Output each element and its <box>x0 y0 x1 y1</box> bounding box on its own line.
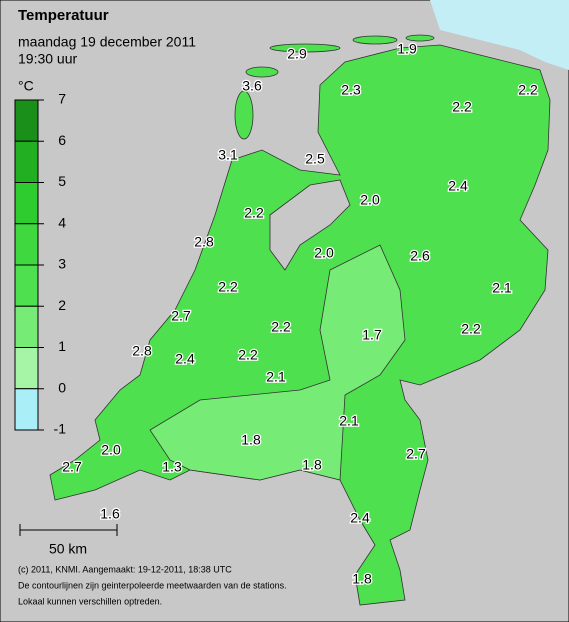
station-value: 2.4 <box>175 351 195 367</box>
legend-tick-label: -1 <box>54 421 67 437</box>
station-value: 2.7 <box>62 459 82 475</box>
island <box>245 66 279 78</box>
island <box>405 34 435 42</box>
station-value: 2.2 <box>244 205 264 221</box>
legend-tick-label: 4 <box>58 214 66 230</box>
station-value: 1.6 <box>100 506 120 522</box>
stations: 2.9 1.9 3.6 2.3 2.2 2.2 3.1 2.5 2.4 2.0 2.2 2.8 2.0 2… <box>61 39 539 588</box>
station-value: 2.7 <box>171 308 191 324</box>
station-value: 2.1 <box>492 280 512 296</box>
station-value: 2.6 <box>410 248 430 264</box>
legend: 7 6 5 4 3 2 1 0 -1 <box>14 91 67 437</box>
station-value: 2.2 <box>271 319 291 335</box>
station-value: 2.3 <box>341 82 361 98</box>
legend-band <box>14 264 39 307</box>
island <box>269 43 341 53</box>
legend-tick-label: 3 <box>58 256 66 272</box>
footer-line: De contourlijnen zijn geinterpoleerde me… <box>18 580 287 590</box>
station-value: 2.2 <box>218 279 238 295</box>
legend-band <box>14 305 39 348</box>
station-value: 2.2 <box>461 321 481 337</box>
station-value: 2.4 <box>448 178 468 194</box>
legend-tick-label: 1 <box>58 338 66 354</box>
station-value: 2.2 <box>238 347 258 363</box>
footer-line: Lokaal kunnen verschillen optreden. <box>18 596 162 606</box>
station-value: 2.0 <box>101 442 121 458</box>
station-value: 1.9 <box>397 41 417 57</box>
legend-tick-label: 2 <box>58 297 66 313</box>
legend-tick-label: 6 <box>58 132 66 148</box>
station-value: 1.3 <box>162 459 182 475</box>
footer-line: (c) 2011, KNMI. Aangemaakt: 19-12-2011, … <box>18 564 232 574</box>
island <box>234 90 254 140</box>
station-value: 2.0 <box>360 192 380 208</box>
station-value: 2.0 <box>314 245 334 261</box>
legend-band <box>14 99 39 142</box>
legend-unit: °C <box>18 78 34 94</box>
island <box>352 35 398 45</box>
station-value: 2.1 <box>339 413 359 429</box>
scale-label: 50 km <box>49 541 87 557</box>
legend-band <box>14 140 39 183</box>
station-value: 2.2 <box>452 99 472 115</box>
legend-band <box>14 347 39 390</box>
title: Temperatuur <box>18 7 109 24</box>
legend-band <box>14 223 39 266</box>
station-value: 2.4 <box>350 510 370 526</box>
station-value: 3.6 <box>242 78 262 94</box>
station-value: 1.8 <box>352 571 372 587</box>
land <box>49 34 551 606</box>
contour-region <box>149 244 406 481</box>
station-value: 1.7 <box>362 327 382 343</box>
netherlands <box>49 44 551 606</box>
station-value: 2.1 <box>266 369 286 385</box>
legend-band <box>14 388 39 431</box>
legend-band <box>14 182 39 225</box>
station-value: 2.8 <box>132 343 152 359</box>
time: 19:30 uur <box>18 51 77 67</box>
station-value: 2.8 <box>194 234 214 250</box>
date: maandag 19 december 2011 <box>18 34 196 50</box>
station-value: 2.2 <box>518 82 538 98</box>
station-value: 2.7 <box>406 446 426 462</box>
legend-tick-label: 5 <box>58 173 66 189</box>
ijsselmeer <box>269 179 351 271</box>
station-value: 3.1 <box>218 147 238 163</box>
station-value: 2.9 <box>287 46 307 62</box>
legend-tick-label: 7 <box>58 91 66 107</box>
sea <box>430 0 569 70</box>
legend-tick-label: 0 <box>58 379 66 395</box>
station-value: 1.8 <box>302 457 322 473</box>
station-value: 1.8 <box>241 432 261 448</box>
station-value: 2.5 <box>305 151 325 167</box>
